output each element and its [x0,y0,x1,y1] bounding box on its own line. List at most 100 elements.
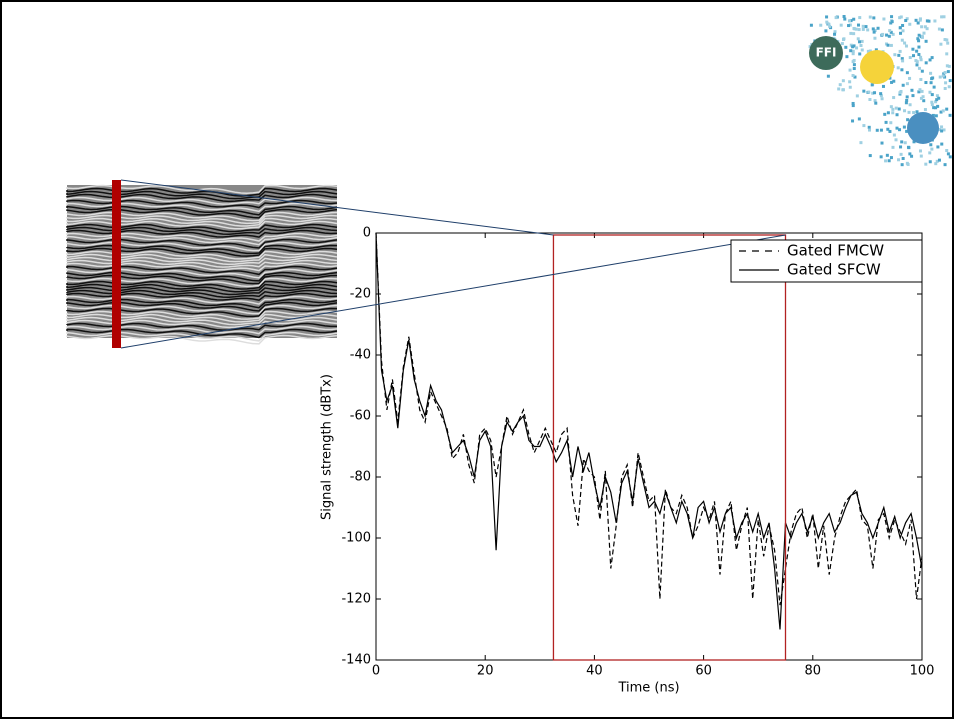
radar-stripe [66,298,338,309]
logo-dot [897,158,901,162]
logo-dot [837,87,841,91]
logo: FFI [808,15,952,167]
logo-dot [872,30,876,34]
logo-dot [864,25,868,29]
logo-dot [905,95,909,99]
x-tick-label: 100 [910,664,935,679]
logo-dot [948,79,952,83]
logo-dot [895,113,899,117]
logo-dot [937,27,941,31]
logo-dot [900,163,904,167]
radar-stripe [66,328,338,339]
y-tick-label: -60 [350,409,371,424]
logo-dot [891,107,895,111]
logo-dot [851,74,855,78]
logo-dot [930,56,934,60]
logo-dot [853,75,857,79]
y-tick-label: -100 [341,531,371,546]
logo-dot [920,89,924,93]
logo-dot [851,104,855,108]
logo-dot [919,96,923,100]
logo-dot [844,45,848,49]
logo-dot [943,87,947,91]
logo-dot [867,90,871,94]
logo-dot [908,76,912,80]
logo-dot [932,85,936,89]
radar-stripe [66,262,338,272]
logo-dot [873,36,877,40]
logo-dot [851,119,855,123]
radar-highlight [112,180,121,348]
logo-dot [902,125,906,129]
logo-dot [889,105,893,109]
logo-dot [859,44,863,48]
logo-dot [873,91,877,95]
x-tick-label: 0 [372,664,380,679]
logo-dot [852,63,856,67]
logo-dot [948,155,952,159]
logo-dot [936,145,940,149]
logo-dot [866,28,870,32]
logo-dot [809,23,813,27]
logo-dot [917,52,921,56]
logo-dot [938,75,942,79]
radar-stripe [66,280,338,290]
logo-dot [859,141,863,145]
logo-dot [905,98,909,102]
logo-dot [924,162,928,166]
logo-dot [851,60,855,64]
x-tick-label: 60 [695,664,712,679]
logo-dot [857,117,861,121]
logo-dot [868,49,872,53]
logo-dot [848,23,852,27]
logo-dot [933,19,937,23]
logo-dot [901,59,905,63]
logo-dot [840,42,844,46]
logo-dot [855,94,859,98]
logo-dot [884,120,888,124]
logo-dot [876,26,880,30]
logo-dot [918,17,922,21]
logo-dot [919,58,923,62]
logo-dot [856,23,860,27]
y-tick-label: 0 [363,226,371,241]
logo-dot [868,128,872,132]
radar-stripe [66,247,338,257]
logo-dot [888,76,892,80]
radar-stripe [66,331,338,342]
logo-dot [889,121,893,125]
logo-dot [906,118,910,122]
logo-dot [931,113,935,117]
logo-dot [888,129,892,133]
logo-dot [916,21,920,25]
logo-dot [888,29,892,33]
logo-dot [940,129,944,133]
logo-dot [919,55,923,59]
logo-dot [819,23,823,27]
logo-dot [915,63,919,67]
radar-stripe [66,190,338,200]
logo-dot [908,103,912,107]
logo-dot [880,97,884,101]
logo-dot [935,159,939,163]
logo-dot [912,140,916,144]
logo-dot [940,142,944,146]
logo-dot [928,58,932,62]
logo-dot [939,110,943,114]
logo-dot [883,112,887,116]
logo-dot [899,145,903,149]
logo-dot [858,40,862,44]
logo-dot [912,111,916,115]
logo-dot [868,98,872,102]
logo-dot [946,152,950,156]
logo-dot [943,163,947,167]
logo-dot [881,84,885,88]
logo-dot [894,106,898,110]
logo-dot [911,47,915,51]
logo-dot [851,52,855,56]
logo-dot [879,92,883,96]
logo-dot [919,77,923,81]
logo-dot [921,95,925,99]
logo-dot [900,140,904,144]
logo-dot [900,57,904,61]
